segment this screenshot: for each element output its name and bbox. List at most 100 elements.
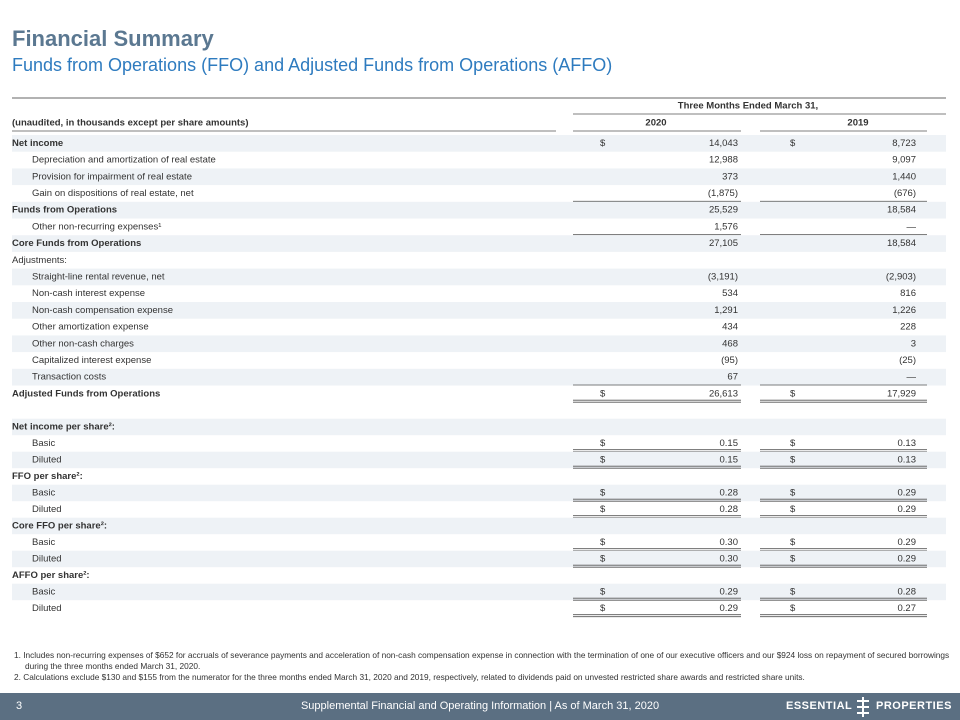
row-label: Adjustments: (12, 255, 67, 266)
currency: $ (600, 553, 606, 564)
row-label: FFO per share²: (12, 471, 83, 482)
cell-value: (25) (899, 355, 916, 366)
label-header: (unaudited, in thousands except per shar… (12, 118, 248, 129)
cell-value: 18,584 (887, 238, 916, 249)
cell-value: 0.29 (720, 586, 739, 597)
currency: $ (790, 603, 796, 614)
currency: $ (790, 504, 796, 515)
cell-value: 0.29 (720, 603, 739, 614)
cell-value: 373 (722, 171, 738, 182)
financial-table: Three Months Ended March 31, (unaudited, … (12, 97, 946, 618)
cell-value: 0.30 (720, 537, 739, 548)
cell-value: 26,613 (709, 388, 738, 399)
row-label: Capitalized interest expense (32, 355, 151, 366)
row-label: Adjusted Funds from Operations (12, 388, 160, 399)
cell-value: 8,723 (892, 138, 916, 149)
currency: $ (790, 138, 796, 149)
cell-value: 468 (722, 338, 738, 349)
cell-value: — (907, 221, 917, 232)
row-label: Diluted (32, 603, 62, 614)
currency: $ (790, 586, 796, 597)
cell-value: 67 (727, 372, 738, 383)
row-band (12, 583, 946, 601)
row-band (12, 368, 946, 386)
row-label: Gain on dispositions of real estate, net (32, 188, 194, 199)
cell-value: 0.28 (720, 487, 739, 498)
row-band (12, 235, 946, 252)
cell-value: 0.15 (720, 454, 739, 465)
row-band (12, 268, 946, 286)
column-header: 2019 (847, 118, 868, 129)
cell-value: 1,576 (714, 221, 738, 232)
cell-value: 14,043 (709, 138, 738, 149)
currency: $ (600, 438, 606, 449)
currency: $ (600, 586, 606, 597)
cell-value: 0.15 (720, 438, 739, 449)
cell-value: (3,191) (708, 271, 738, 282)
row-label: AFFO per share²: (12, 570, 90, 581)
cell-value: 1,440 (892, 171, 916, 182)
cell-value: (2,903) (886, 271, 916, 282)
currency: $ (600, 388, 606, 399)
row-label: Funds from Operations (12, 205, 117, 216)
cell-value: 12,988 (709, 155, 738, 166)
logo-left: ESSENTIAL (786, 700, 853, 712)
cell-value: 816 (900, 288, 916, 299)
cell-value: 0.28 (898, 586, 917, 597)
row-label: Net income (12, 138, 63, 149)
cell-value: (1,875) (708, 188, 738, 199)
cell-value: 0.28 (720, 504, 739, 515)
row-band (12, 484, 946, 502)
row-label: Core Funds from Operations (12, 238, 141, 249)
row-band (12, 451, 946, 469)
row-label: Other non-cash charges (32, 338, 134, 349)
footnote: 1. Includes non-recurring expenses of $6… (14, 650, 950, 671)
currency: $ (600, 138, 606, 149)
row-band (12, 517, 946, 535)
cell-value: 0.29 (898, 553, 917, 564)
row-label: Basic (32, 487, 55, 498)
currency: $ (600, 487, 606, 498)
row-label: Basic (32, 537, 55, 548)
row-label: Other non-recurring expenses¹ (32, 221, 161, 232)
currency: $ (790, 438, 796, 449)
currency: $ (600, 504, 606, 515)
footnote: 2. Calculations exclude $130 and $155 fr… (14, 672, 805, 682)
row-label: Basic (32, 438, 55, 449)
currency: $ (600, 603, 606, 614)
row-label: Depreciation and amortization of real es… (32, 155, 216, 166)
period-header: Three Months Ended March 31, (678, 101, 818, 112)
cell-value: 1,226 (892, 305, 916, 316)
cell-value: 25,529 (709, 205, 738, 216)
cell-value: 0.29 (898, 504, 917, 515)
currency: $ (600, 454, 606, 465)
logo-mark (857, 697, 869, 717)
row-label: Diluted (32, 504, 62, 515)
cell-value: 3 (911, 338, 916, 349)
row-label: Straight-line rental revenue, net (32, 271, 165, 282)
cell-value: 0.27 (898, 603, 917, 614)
cell-value: 9,097 (892, 155, 916, 166)
row-band (12, 168, 946, 186)
row-band (12, 550, 946, 568)
row-label: Diluted (32, 553, 62, 564)
currency: $ (790, 487, 796, 498)
row-label: Provision for impairment of real estate (32, 171, 192, 182)
currency: $ (790, 537, 796, 548)
row-label: Other amortization expense (32, 322, 149, 333)
title: Financial Summary (12, 26, 214, 51)
column-header: 2020 (645, 118, 666, 129)
cell-value: 18,584 (887, 205, 916, 216)
currency: $ (600, 537, 606, 548)
cell-value: 0.29 (898, 487, 917, 498)
row-label: Non-cash compensation expense (32, 305, 173, 316)
row-label: Diluted (32, 454, 62, 465)
cell-value: 228 (900, 322, 916, 333)
cell-value: (95) (721, 355, 738, 366)
row-band (12, 135, 946, 152)
row-band (12, 201, 946, 219)
cell-value: 0.13 (898, 454, 917, 465)
cell-value: 27,105 (709, 238, 738, 249)
row-band (12, 302, 946, 319)
